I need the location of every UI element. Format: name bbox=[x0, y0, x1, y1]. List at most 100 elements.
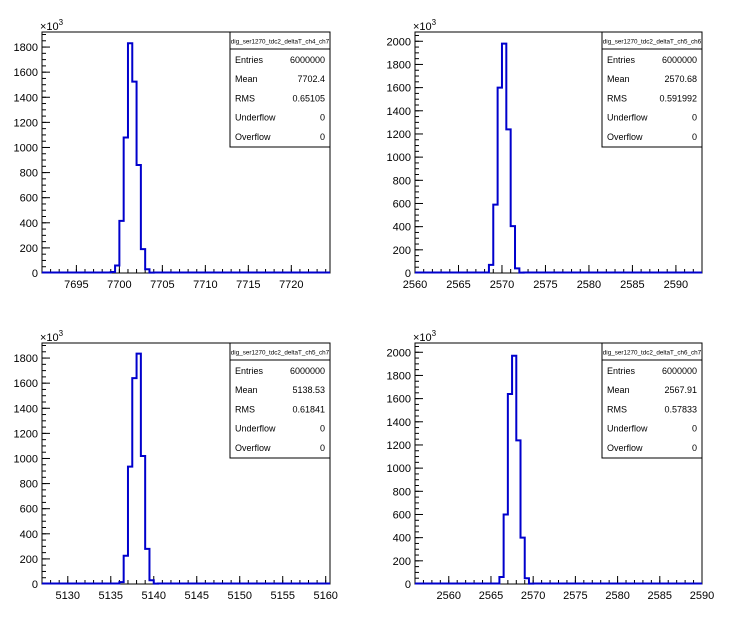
histogram-bin bbox=[506, 129, 510, 273]
x-tick-labels: 2560 2565 2570 2575 2580 2585 2590 bbox=[403, 279, 688, 291]
x-tick-label: 5140 bbox=[142, 590, 166, 602]
histogram-bin bbox=[145, 549, 149, 584]
x-tick-labels: 7695 7700 7705 7710 7715 7720 bbox=[64, 279, 303, 291]
x-tick-label: 2575 bbox=[563, 590, 587, 602]
y-tick-label: 1200 bbox=[387, 440, 411, 452]
histogram-bin bbox=[489, 265, 493, 273]
histogram-bin bbox=[119, 582, 123, 584]
y-tick-label: 1400 bbox=[14, 92, 38, 104]
x-tick-label: 2570 bbox=[521, 590, 545, 602]
histogram-bin bbox=[525, 578, 529, 584]
histogram-line bbox=[42, 42, 330, 274]
x-tick-label: 5135 bbox=[99, 590, 123, 602]
stats-value: 0 bbox=[692, 113, 697, 123]
histogram-bin bbox=[128, 43, 132, 273]
y-tick-label: 600 bbox=[20, 193, 38, 205]
x-tick-label: 7710 bbox=[193, 279, 217, 291]
histogram-bin bbox=[124, 137, 128, 273]
histogram-bin bbox=[115, 265, 119, 273]
stats-label: Entries bbox=[235, 55, 264, 65]
y-tick-label: 1600 bbox=[14, 67, 38, 79]
x-tick-labels: 5130 5135 5140 5145 5150 5155 5160 bbox=[56, 590, 338, 602]
stats-label: Overflow bbox=[607, 132, 643, 142]
x-tick-label: 2580 bbox=[577, 279, 601, 291]
stats-title: dig_ser1270_tdc2_deltaT_ch4_ch7 bbox=[231, 39, 330, 46]
x-tick-label: 5150 bbox=[227, 590, 251, 602]
x-tick-label: 2580 bbox=[605, 590, 629, 602]
x-tick-label: 2590 bbox=[690, 590, 714, 602]
stats-value: 2570.68 bbox=[664, 74, 697, 84]
histogram-panel: 0 200 400 600 800 1000 1200 1400 1600 1800 2000 256… bbox=[387, 329, 715, 602]
y-multiplier-label: ×103 bbox=[413, 329, 437, 344]
histogram-bin bbox=[137, 354, 141, 584]
y-tick-label: 800 bbox=[393, 486, 411, 498]
x-tick-label: 7705 bbox=[150, 279, 174, 291]
stats-label: Overflow bbox=[235, 443, 271, 453]
histogram-bin bbox=[499, 577, 503, 584]
y-tick-label: 0 bbox=[32, 268, 38, 280]
histogram-bin bbox=[141, 456, 145, 584]
x-tick-label: 7695 bbox=[64, 279, 88, 291]
histogram-bin bbox=[504, 514, 508, 584]
histogram-panel: 0 200 400 600 800 1000 1200 1400 1600 1800 2000 256… bbox=[387, 18, 703, 291]
stats-value: 6000000 bbox=[662, 366, 697, 376]
histogram-bin bbox=[137, 165, 141, 273]
x-tick-labels: 2560 2565 2570 2575 2580 2585 2590 bbox=[437, 590, 715, 602]
stats-title: dig_ser1270_tdc2_deltaT_ch5_ch7 bbox=[231, 350, 330, 357]
stats-label: Mean bbox=[235, 385, 258, 395]
stats-label: Mean bbox=[235, 74, 258, 84]
stats-title: dig_ser1270_tdc2_deltaT_ch5_ch6 bbox=[603, 39, 702, 46]
stats-label: RMS bbox=[235, 93, 255, 103]
histogram-bin bbox=[521, 538, 525, 584]
y-tick-label: 1600 bbox=[387, 83, 411, 95]
stats-label: Entries bbox=[607, 366, 636, 376]
y-tick-label: 1800 bbox=[14, 42, 38, 54]
y-multiplier-label: ×103 bbox=[40, 329, 64, 344]
stats-value: 0 bbox=[692, 443, 697, 453]
histogram-bin bbox=[141, 249, 145, 273]
y-tick-labels: 0 200 400 600 800 1000 1200 1400 1600 1800 2000 bbox=[387, 347, 411, 591]
histogram-bin bbox=[128, 467, 132, 584]
y-tick-label: 1000 bbox=[387, 152, 411, 164]
stats-box bbox=[229, 31, 331, 148]
y-tick-label: 1400 bbox=[387, 106, 411, 118]
y-tick-label: 1000 bbox=[14, 142, 38, 154]
y-tick-label: 1400 bbox=[14, 403, 38, 415]
stats-value: 0.591992 bbox=[659, 93, 697, 103]
histogram-bin bbox=[498, 88, 502, 273]
stats-label: RMS bbox=[607, 93, 627, 103]
stats-value: 7702.4 bbox=[297, 74, 325, 84]
stats-box bbox=[229, 342, 331, 459]
x-tick-label: 2570 bbox=[490, 279, 514, 291]
stats-title: dig_ser1270_tdc2_deltaT_ch6_ch7 bbox=[603, 350, 702, 357]
stats-label: Underflow bbox=[607, 113, 648, 123]
y-multiplier-label: ×103 bbox=[413, 18, 437, 33]
y-tick-label: 200 bbox=[20, 243, 38, 255]
y-tick-label: 0 bbox=[32, 579, 38, 591]
x-tick-label: 5145 bbox=[185, 590, 209, 602]
histogram-line bbox=[415, 354, 702, 585]
histogram-bin bbox=[132, 378, 136, 584]
y-tick-label: 1200 bbox=[387, 129, 411, 141]
x-tick-label: 7720 bbox=[279, 279, 303, 291]
stats-value: 5138.53 bbox=[292, 385, 325, 395]
x-tick-label: 2565 bbox=[479, 590, 503, 602]
y-tick-label: 1200 bbox=[14, 428, 38, 440]
y-tick-label: 2000 bbox=[387, 36, 411, 48]
x-tick-label: 2585 bbox=[620, 279, 644, 291]
y-tick-label: 600 bbox=[393, 509, 411, 521]
stats-value: 0 bbox=[320, 113, 325, 123]
stats-label: Underflow bbox=[235, 424, 276, 434]
stats-value: 0.65105 bbox=[292, 93, 325, 103]
y-tick-label: 1800 bbox=[387, 59, 411, 71]
histogram-bin bbox=[132, 82, 136, 273]
x-tick-label: 5130 bbox=[56, 590, 80, 602]
histogram-bin bbox=[502, 44, 506, 273]
histogram-bin bbox=[124, 556, 128, 584]
stats-label: Overflow bbox=[607, 443, 643, 453]
stats-value: 6000000 bbox=[662, 55, 697, 65]
y-tick-labels: 0 200 400 600 800 1000 1200 1400 1600 1800 bbox=[14, 42, 38, 280]
y-tick-label: 1600 bbox=[387, 394, 411, 406]
